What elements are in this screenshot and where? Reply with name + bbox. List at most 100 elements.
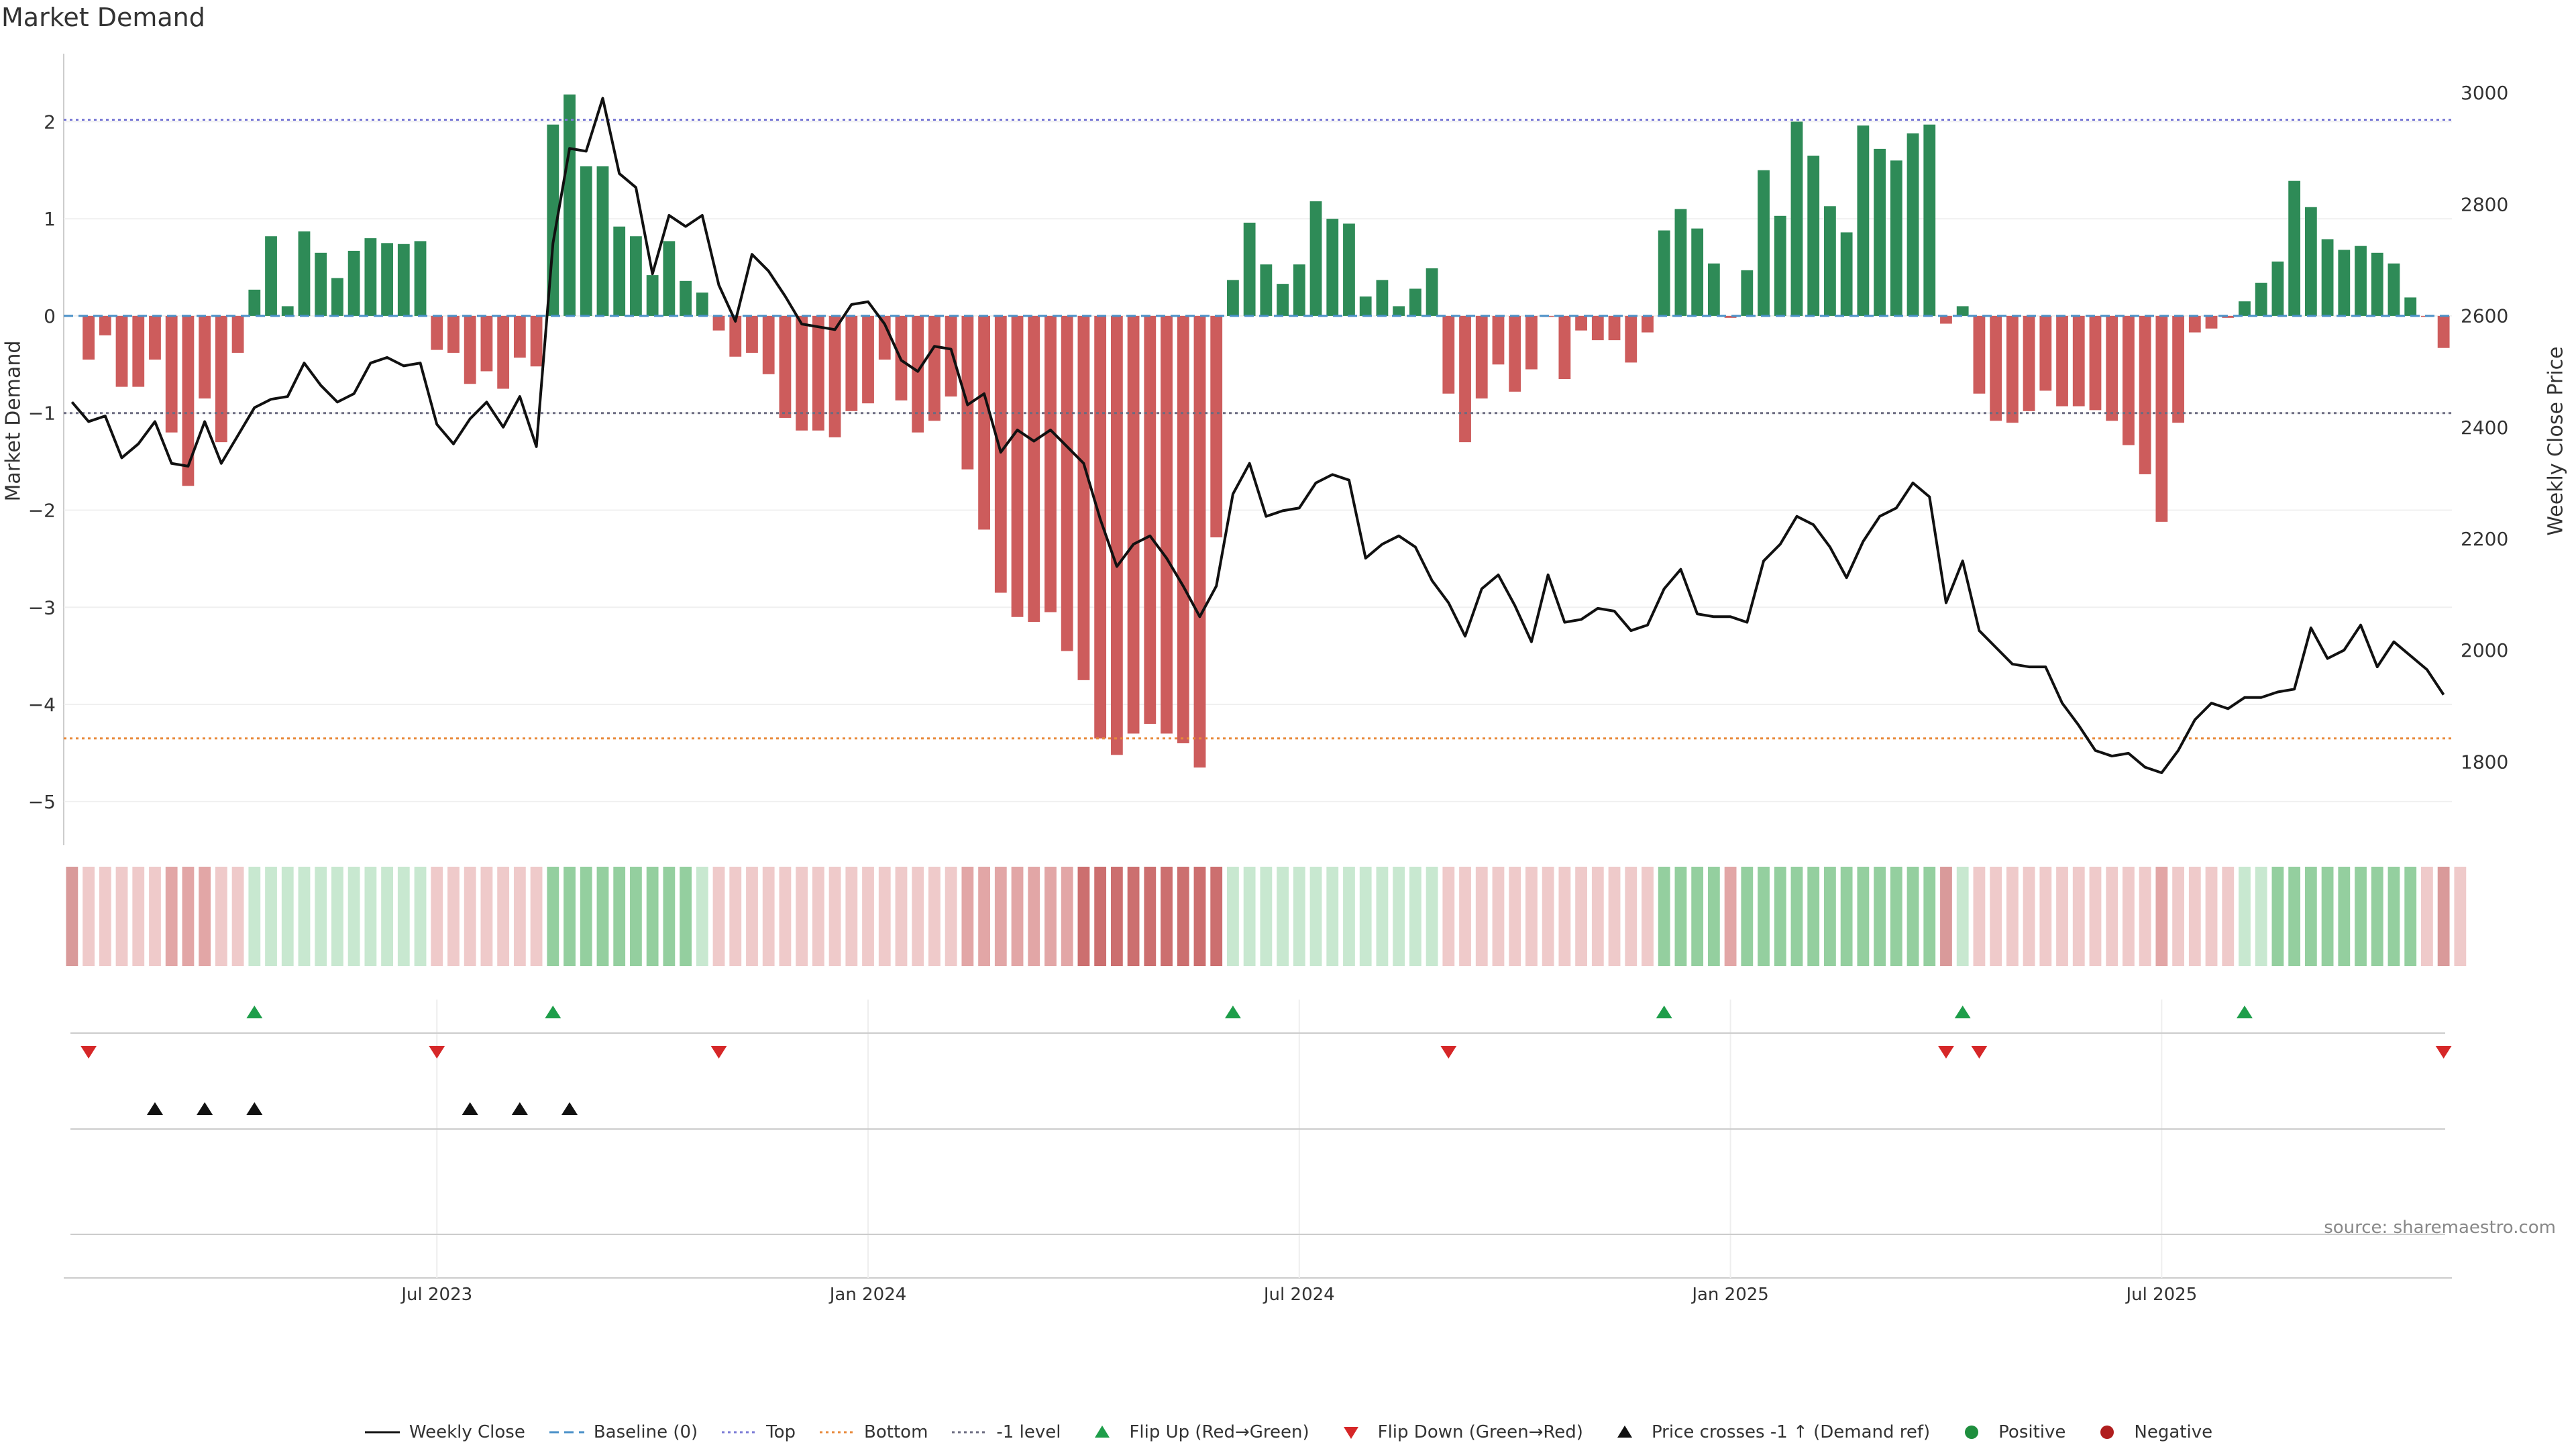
demand-strip-cell (961, 867, 974, 966)
demand-bar-negative (1509, 315, 1521, 392)
demand-bar-positive (1309, 201, 1322, 316)
demand-bar-negative (2106, 315, 2118, 421)
demand-bar-positive (1277, 284, 1289, 316)
demand-bar-negative (1061, 315, 1073, 651)
demand-strip-cell (1758, 867, 1770, 966)
demand-bar-negative (1028, 315, 1040, 622)
legend-item-minus-one: -1 level (951, 1422, 1061, 1442)
demand-bar-negative (1525, 315, 1538, 370)
demand-strip-cell (862, 867, 874, 966)
demand-bar-negative (712, 315, 725, 331)
demand-strip-cell (149, 867, 161, 966)
legend-label: Flip Down (Green→Red) (1377, 1422, 1583, 1442)
demand-bar-negative (431, 315, 443, 350)
demand-bar-positive (298, 231, 311, 316)
demand-strip-cell (1807, 867, 1820, 966)
demand-bar-positive (315, 252, 327, 316)
demand-bar-negative (2437, 315, 2450, 348)
demand-bar-negative (1492, 315, 1505, 365)
demand-strip-cell (513, 867, 526, 966)
demand-strip-cell (1492, 867, 1505, 966)
y-tick-label: 1 (44, 208, 56, 230)
demand-strip-cell (1193, 867, 1206, 966)
demand-bar-positive (1857, 125, 1870, 316)
demand-bar-negative (2056, 315, 2068, 407)
demand-bar-negative (2188, 315, 2201, 333)
demand-bar-positive (630, 236, 642, 316)
demand-strip-cell (630, 867, 642, 966)
x-tick-label: Jul 2025 (2125, 1285, 2197, 1305)
demand-bar-positive (1758, 170, 1770, 316)
demand-bar-negative (1608, 315, 1621, 341)
demand-bar-positive (1774, 215, 1786, 316)
price-cross-marker (462, 1102, 478, 1115)
demand-strip-cell (2222, 867, 2235, 966)
demand-strip-cell (547, 867, 559, 966)
demand-bar-negative (447, 315, 460, 353)
legend-label: Flip Up (Red→Green) (1129, 1422, 1309, 1442)
demand-strip-cell (1393, 867, 1405, 966)
demand-bar-negative (1724, 315, 1737, 318)
legend-item-flip-up: Flip Up (Red→Green) (1083, 1422, 1309, 1442)
demand-bar-negative (199, 315, 211, 398)
demand-bar-negative (862, 315, 874, 404)
demand-bar-positive (364, 238, 377, 316)
demand-bar-negative (1177, 315, 1189, 743)
demand-bar-positive (1923, 124, 1936, 316)
demand-bar-negative (480, 315, 493, 372)
demand-strip-cell (1674, 867, 1687, 966)
demand-strip-cell (1011, 867, 1024, 966)
demand-bar-positive (1824, 206, 1836, 316)
demand-bar-negative (215, 315, 227, 443)
demand-strip-cell (1161, 867, 1173, 966)
demand-strip-cell (1940, 867, 1952, 966)
demand-bar-positive (381, 243, 393, 316)
demand-strip-cell (83, 867, 95, 966)
demand-bar-positive (1343, 223, 1355, 316)
legend-item-price-cross: Price crosses -1 ↑ (Demand ref) (1606, 1422, 1930, 1442)
demand-strip-cell (1077, 867, 1090, 966)
y2-tick-label: 2400 (2461, 417, 2508, 439)
demand-strip-cell (2421, 867, 2433, 966)
demand-strip-cell (729, 867, 742, 966)
demand-strip-cell (1343, 867, 1355, 966)
demand-strip-cell (878, 867, 891, 966)
demand-bar-negative (845, 315, 858, 411)
y2-tick-label: 2000 (2461, 639, 2508, 661)
demand-strip-cell (1243, 867, 1256, 966)
demand-strip-cell (1973, 867, 1986, 966)
demand-strip-cell (2089, 867, 2102, 966)
demand-bar-positive (646, 275, 659, 316)
flip-up-marker (2236, 1006, 2253, 1018)
demand-bar-negative (2123, 315, 2135, 445)
demand-strip-cell (497, 867, 510, 966)
demand-strip-cell (2404, 867, 2417, 966)
demand-strip-cell (1525, 867, 1538, 966)
demand-strip-cell (2321, 867, 2334, 966)
dot-icon (1965, 1426, 1979, 1439)
demand-bar-negative (1044, 315, 1057, 612)
demand-bar-positive (2304, 207, 2317, 316)
demand-strip-cell (2387, 867, 2400, 966)
demand-strip-cell (215, 867, 227, 966)
demand-strip-cell (1376, 867, 1389, 966)
demand-strip-cell (397, 867, 410, 966)
demand-bar-positive (1426, 268, 1438, 316)
x-tick-label: Jul 2024 (1263, 1285, 1335, 1305)
demand-bar-positive (1956, 306, 1969, 316)
demand-strip-cell (447, 867, 460, 966)
demand-bar-positive (1293, 264, 1305, 316)
demand-strip-cell (347, 867, 360, 966)
demand-strip-cell (2155, 867, 2168, 966)
demand-bar-negative (945, 315, 957, 397)
demand-bar-positive (1890, 160, 1902, 316)
demand-strip-cell (315, 867, 327, 966)
demand-strip-cell (1094, 867, 1107, 966)
demand-bar-positive (1227, 280, 1239, 316)
demand-strip-cell (1542, 867, 1554, 966)
y-tick-label: 0 (44, 305, 56, 327)
demand-strip-cell (663, 867, 676, 966)
demand-bar-negative (1990, 315, 2002, 421)
demand-bar-negative (2155, 315, 2168, 522)
demand-bar-negative (1127, 315, 1140, 734)
